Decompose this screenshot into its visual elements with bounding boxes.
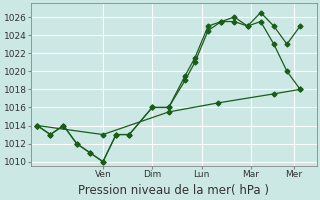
X-axis label: Pression niveau de la mer( hPa ): Pression niveau de la mer( hPa ) [78, 184, 269, 197]
